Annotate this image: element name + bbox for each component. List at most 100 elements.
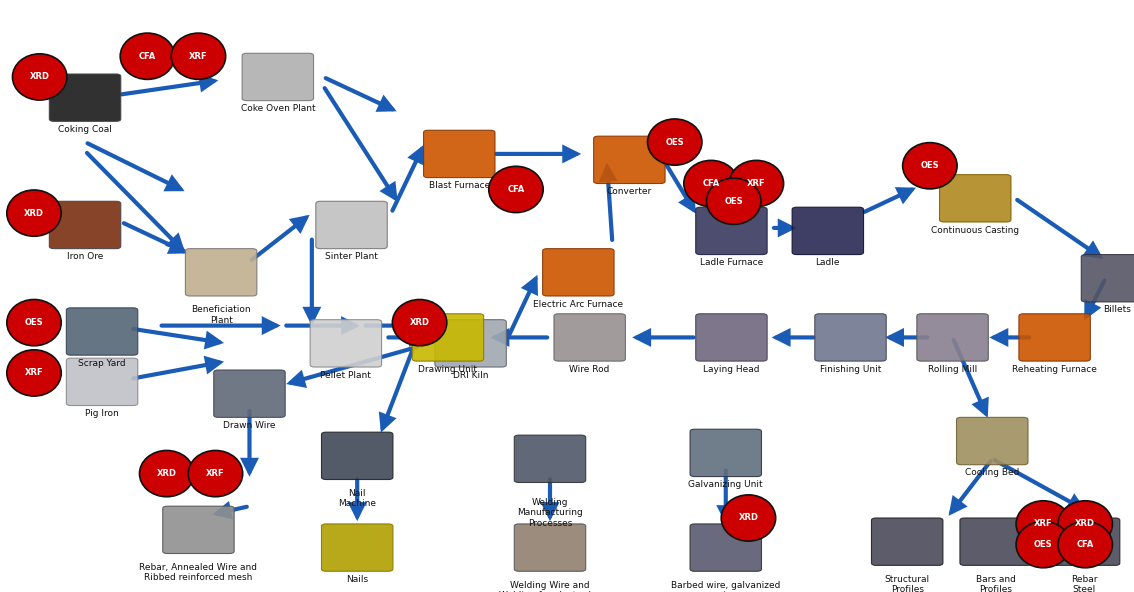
FancyBboxPatch shape	[49, 201, 120, 249]
Ellipse shape	[139, 451, 194, 497]
Text: OES: OES	[1034, 540, 1052, 549]
Ellipse shape	[721, 495, 776, 541]
Text: Coke Oven Plant: Coke Oven Plant	[240, 104, 315, 113]
FancyBboxPatch shape	[213, 370, 286, 417]
FancyBboxPatch shape	[553, 314, 625, 361]
FancyBboxPatch shape	[542, 249, 615, 296]
Ellipse shape	[684, 160, 738, 207]
Ellipse shape	[706, 178, 761, 224]
Text: OES: OES	[725, 197, 743, 206]
Ellipse shape	[7, 190, 61, 236]
Ellipse shape	[7, 300, 61, 346]
Text: OES: OES	[666, 137, 684, 147]
FancyBboxPatch shape	[66, 358, 138, 406]
Text: Pellet Plant: Pellet Plant	[321, 371, 371, 379]
FancyBboxPatch shape	[689, 524, 762, 571]
Ellipse shape	[188, 451, 243, 497]
Text: Bars and
Profiles: Bars and Profiles	[975, 575, 1016, 592]
FancyBboxPatch shape	[315, 201, 387, 249]
Text: Finishing Unit: Finishing Unit	[820, 365, 881, 374]
Text: Coking Coal: Coking Coal	[58, 125, 112, 134]
FancyBboxPatch shape	[49, 74, 120, 121]
FancyBboxPatch shape	[792, 207, 864, 255]
FancyBboxPatch shape	[1048, 518, 1119, 565]
FancyBboxPatch shape	[1019, 314, 1091, 361]
Text: Ladle Furnace: Ladle Furnace	[700, 258, 763, 267]
Text: Welding Wire and
Welding for electrodes: Welding Wire and Welding for electrodes	[499, 581, 601, 592]
Ellipse shape	[1058, 501, 1112, 547]
Text: Barbed wire, galvanized
wire: Barbed wire, galvanized wire	[671, 581, 780, 592]
Ellipse shape	[1016, 522, 1070, 568]
Text: Scrap Yard: Scrap Yard	[78, 359, 126, 368]
Ellipse shape	[903, 143, 957, 189]
Ellipse shape	[12, 54, 67, 100]
FancyBboxPatch shape	[322, 432, 392, 480]
Text: Structural
Profiles: Structural Profiles	[885, 575, 930, 592]
Text: Galvanizing Unit: Galvanizing Unit	[688, 480, 763, 489]
FancyBboxPatch shape	[66, 308, 138, 355]
Text: Electric Arc Furnace: Electric Arc Furnace	[533, 300, 624, 308]
FancyBboxPatch shape	[163, 506, 234, 554]
Text: Ladle: Ladle	[815, 258, 840, 267]
Text: Reheating Furnace: Reheating Furnace	[1013, 365, 1097, 374]
FancyBboxPatch shape	[814, 314, 887, 361]
Text: XRD: XRD	[1075, 519, 1095, 529]
Text: XRF: XRF	[25, 368, 43, 378]
Text: Converter: Converter	[607, 187, 652, 196]
FancyBboxPatch shape	[689, 429, 762, 477]
Text: Beneficiation
Plant: Beneficiation Plant	[192, 305, 251, 325]
Text: XRF: XRF	[206, 469, 225, 478]
Ellipse shape	[1016, 501, 1070, 547]
Text: OES: OES	[25, 318, 43, 327]
Text: XRD: XRD	[409, 318, 430, 327]
Text: Welding
Manufacturing
Processes: Welding Manufacturing Processes	[517, 498, 583, 527]
Text: Drawing Unit: Drawing Unit	[418, 365, 477, 374]
Ellipse shape	[171, 33, 226, 79]
Text: OES: OES	[921, 161, 939, 170]
Text: CFA: CFA	[1076, 540, 1094, 549]
Text: Rebar
Steel: Rebar Steel	[1070, 575, 1098, 592]
Text: Cooling Bed: Cooling Bed	[965, 468, 1019, 477]
Text: Sinter Plant: Sinter Plant	[325, 252, 378, 261]
Text: Blast Furnace: Blast Furnace	[429, 181, 490, 190]
FancyBboxPatch shape	[916, 314, 988, 361]
FancyBboxPatch shape	[959, 518, 1032, 565]
Ellipse shape	[489, 166, 543, 213]
Text: CFA: CFA	[507, 185, 525, 194]
Text: Iron Ore: Iron Ore	[67, 252, 103, 261]
Text: XRD: XRD	[738, 513, 759, 523]
Text: XRF: XRF	[1034, 519, 1052, 529]
Text: XRD: XRD	[156, 469, 177, 478]
Text: Laying Head: Laying Head	[703, 365, 760, 374]
Text: Wire Rod: Wire Rod	[569, 365, 610, 374]
FancyBboxPatch shape	[413, 314, 483, 361]
FancyBboxPatch shape	[696, 314, 767, 361]
Text: Pig Iron: Pig Iron	[85, 409, 119, 418]
FancyBboxPatch shape	[939, 175, 1010, 222]
FancyBboxPatch shape	[243, 53, 313, 101]
FancyBboxPatch shape	[322, 524, 392, 571]
Text: CFA: CFA	[702, 179, 720, 188]
FancyBboxPatch shape	[696, 207, 767, 255]
FancyBboxPatch shape	[871, 518, 943, 565]
Text: Rebar, Annealed Wire and
Ribbed reinforced mesh: Rebar, Annealed Wire and Ribbed reinforc…	[139, 563, 257, 583]
Text: DRI Kiln: DRI Kiln	[452, 371, 489, 379]
Ellipse shape	[729, 160, 784, 207]
FancyBboxPatch shape	[594, 136, 665, 184]
FancyBboxPatch shape	[956, 417, 1027, 465]
FancyBboxPatch shape	[514, 435, 585, 482]
FancyBboxPatch shape	[186, 249, 256, 296]
Ellipse shape	[648, 119, 702, 165]
Text: XRF: XRF	[189, 52, 208, 61]
Text: Drawn Wire: Drawn Wire	[223, 421, 276, 430]
Text: CFA: CFA	[138, 52, 156, 61]
Text: XRF: XRF	[747, 179, 765, 188]
Text: Billets: Billets	[1103, 305, 1131, 314]
Text: Rolling Mill: Rolling Mill	[928, 365, 978, 374]
Ellipse shape	[1058, 522, 1112, 568]
Text: Continuous Casting: Continuous Casting	[931, 226, 1019, 234]
Text: XRD: XRD	[29, 72, 50, 82]
FancyBboxPatch shape	[310, 320, 381, 367]
FancyBboxPatch shape	[423, 130, 494, 178]
FancyBboxPatch shape	[1081, 255, 1134, 302]
